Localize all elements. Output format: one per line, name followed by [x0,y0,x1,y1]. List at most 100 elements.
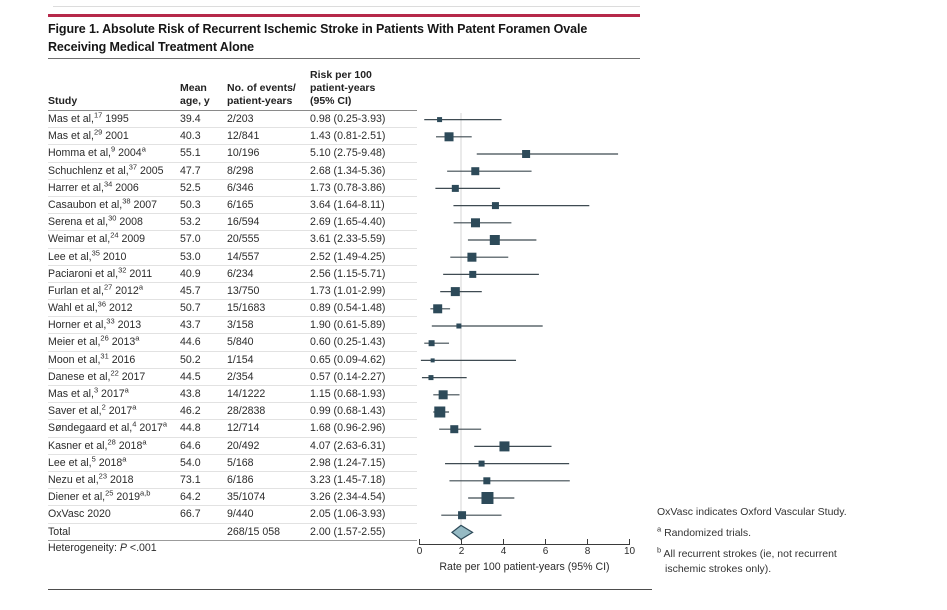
footnote-superscript: a [142,437,147,447]
risk-ci-value: 2.05 (1.06-3.93) [310,508,386,521]
table-row: Mas et al,29 2001 40.3 12/841 1.43 (0.81-2.… [48,127,640,146]
x-axis-tick [545,539,546,544]
footnote-superscript: a [135,333,140,343]
table-row: Diener et al,25 2019a,b 64.2 35/1074 3.26 (… [48,488,640,507]
mean-age-value: 46.2 [180,405,201,418]
footnote-marker: b [657,545,662,555]
reference-superscript: 26 [100,333,109,343]
study-label: Diener et al,25 2019a,b [48,488,151,504]
x-axis-tick-label: 8 [584,546,591,557]
risk-ci-value: 1.68 (0.96-2.96) [310,422,386,435]
x-axis-tick [587,539,588,544]
table-header: Study Mean age, y No. of events/ patient… [48,66,417,111]
x-axis-tick [629,539,630,544]
reference-superscript: 30 [108,213,117,223]
row-separator [48,333,417,335]
risk-ci-value: 0.65 (0.09-4.62) [310,353,386,366]
reference-superscript: 29 [93,127,103,137]
table-row: Nezu et al,23 2018 73.1 6/186 3.23 (1.45-7.… [48,471,640,490]
reference-superscript: 35 [91,247,100,257]
row-separator [48,127,417,129]
reference-superscript: 4 [132,419,137,429]
risk-ci-value: 0.98 (0.25-3.93) [310,113,386,125]
events-value: 5/840 [227,336,254,349]
x-axis-tick [461,539,462,544]
reference-superscript: 3 [93,385,99,395]
footnote-superscript: a [124,385,129,395]
row-separator [48,281,417,283]
risk-ci-value: 1.90 (0.61-5.89) [310,319,386,332]
mean-age-value: 47.7 [180,164,201,177]
risk-ci-value: 2.52 (1.49-4.25) [310,250,386,263]
row-separator [48,522,417,524]
study-label: Mas et al,3 2017a [48,385,129,400]
mean-age-value: 44.6 [180,336,201,349]
events-value: 20/492 [227,439,260,452]
study-label: Lee et al,5 2018a [48,454,127,469]
reference-superscript: 32 [118,265,127,275]
mean-age-value: 53.2 [180,216,201,229]
table-row: Mas et al,17 1995 39.4 2/203 0.98 (0.25-3.9… [48,110,640,129]
mean-age-value: 53.0 [180,250,201,263]
figure-title-line2: Receiving Medical Treatment Alone [48,40,255,54]
events-value: 10/196 [227,147,260,160]
events-value: 2/203 [227,113,254,125]
study-label: Furlan et al,27 2012a [48,282,143,297]
table-row: Schuchlenz et al,37 2005 47.7 8/298 2.68 (1… [48,163,640,180]
events-value: 8/298 [227,164,254,177]
risk-ci-value: 2.00 (1.57-2.55) [310,525,386,538]
study-label: Serena et al,30 2008 [48,213,143,229]
study-label: Casaubon et al,38 2007 [48,196,158,211]
risk-ci-value: 0.89 (0.54-1.48) [310,302,386,315]
abbreviation-note: OxVasc indicates Oxford Vascular Study. [657,506,847,518]
table-row: Meier et al,26 2013a 44.6 5/840 0.60 (0.25-… [48,333,640,352]
mean-age-value: 55.1 [180,147,201,160]
events-value: 14/557 [227,250,260,263]
reference-superscript: 23 [98,471,107,481]
mean-age-value: 66.7 [180,508,201,521]
table-row: Weimar et al,24 2009 57.0 20/555 3.61 (2.33… [48,230,640,249]
total-label: Total [48,525,71,538]
events-value: 2/354 [227,370,254,383]
x-axis-tick-label: 2 [458,546,465,557]
study-label: Lee et al,35 2010 [48,247,127,263]
mean-age-value: 57.0 [180,233,201,246]
risk-ci-value: 3.64 (1.64-8.11) [310,198,385,211]
risk-ci-value: 2.56 (1.15-5.71) [310,267,386,280]
events-value: 6/346 [227,181,254,194]
risk-ci-value: 0.57 (0.14-2.27) [310,370,386,383]
x-axis-tick-label: 4 [500,546,507,557]
row-separator [48,402,417,404]
title-divider [48,58,640,59]
x-axis-tick [419,539,420,544]
mean-age-value: 50.2 [180,353,201,366]
footnote-superscript: a [122,454,127,464]
reference-superscript: 9 [111,144,116,154]
mean-age-value: 52.5 [180,181,201,194]
mean-age-value: 50.7 [180,302,201,315]
events-value: 12/841 [227,130,260,143]
table-row: Homma et al,9 2004a 55.1 10/196 5.10 (2.75-… [48,144,640,163]
study-label: Mas et al,17 1995 [48,110,129,125]
risk-ci-value: 1.73 (1.01-2.99) [310,284,386,297]
risk-ci-value: 3.26 (2.34-4.54) [310,491,386,504]
reference-superscript: 27 [103,282,113,292]
mean-age-value: 45.7 [180,284,201,297]
total-row: Total 268/15 058 2.00 (1.57-2.55) [48,524,640,541]
row-separator [48,539,417,541]
footnote-superscript: a [132,402,137,412]
reference-superscript: 5 [91,454,96,464]
study-label: Mas et al,29 2001 [48,127,129,143]
column-header-study: Study [48,95,78,107]
table-row: Furlan et al,27 2012a 45.7 13/750 1.73 (1.0… [48,282,640,301]
row-separator [48,350,417,352]
reference-superscript: 31 [100,351,109,361]
heterogeneity-note: Heterogeneity: P <.001 [48,542,157,554]
reference-superscript: 22 [110,368,119,378]
risk-ci-value: 1.15 (0.68-1.93) [310,388,386,400]
column-header-events: No. of events/ patient-years [227,82,296,107]
table-row: Horner et al,33 2013 43.7 3/158 1.90 (0.61-… [48,317,640,335]
risk-ci-value: 2.98 (1.24-7.15) [310,456,386,469]
mean-age-value: 40.3 [180,130,201,143]
study-label: Weimar et al,24 2009 [48,230,146,246]
